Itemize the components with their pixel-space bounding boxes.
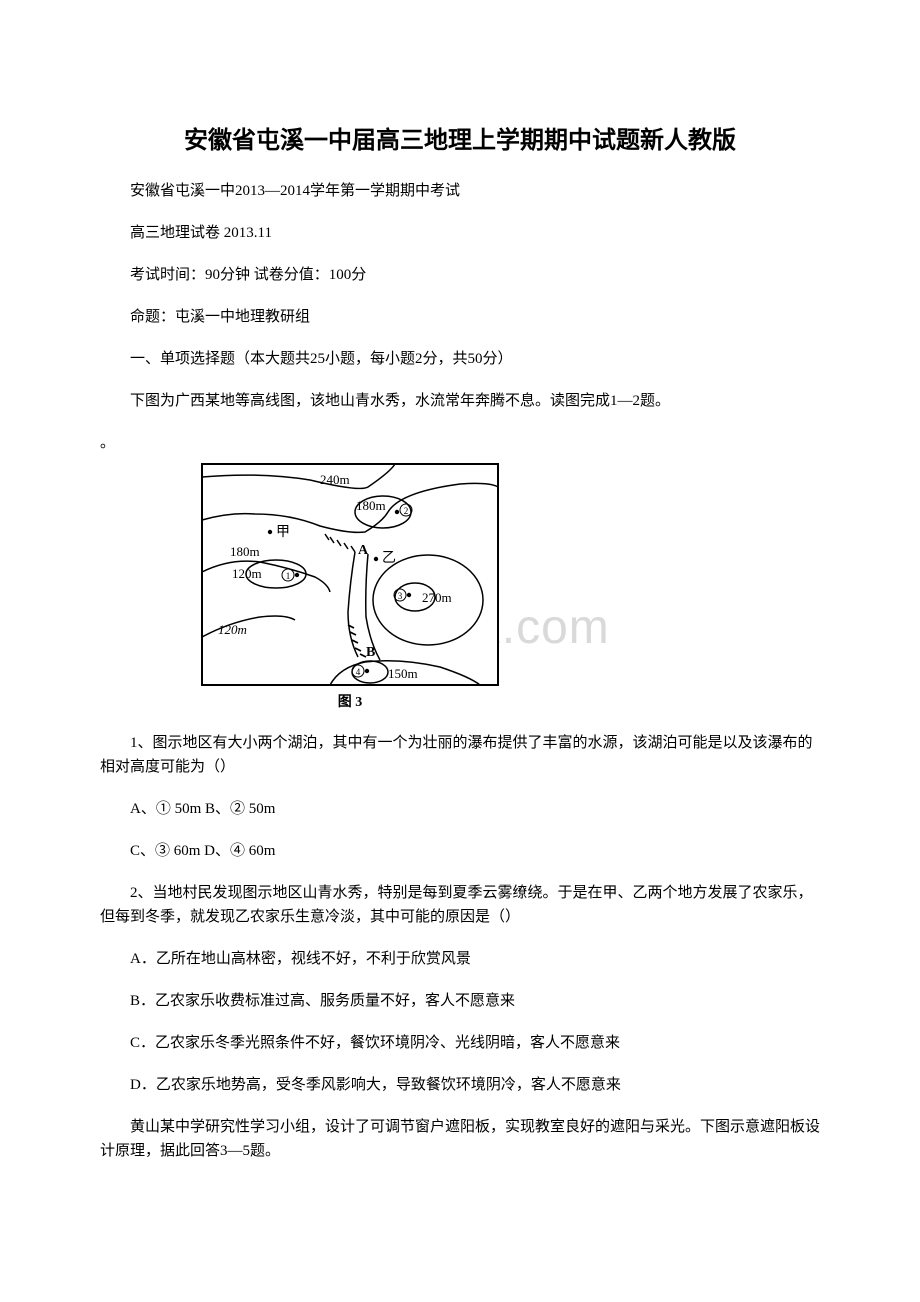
svg-text:4: 4 <box>356 667 361 677</box>
label-yi: 乙 <box>382 550 396 566</box>
q2-opt-d: D．乙农家乐地势高，受冬季风影响大，导致餐饮环境阴冷，客人不愿意来 <box>100 1073 820 1097</box>
contour-svg: 1 2 3 4 240m 180m 180m 120m 120m 270m 15… <box>200 462 500 687</box>
label-240m: 240m <box>320 472 350 487</box>
q1-stem: 1、图示地区有大小两个湖泊，其中有一个为壮丽的瀑布提供了丰富的水源，该湖泊可能是… <box>100 731 820 779</box>
time-line: 考试时间：90分钟 试卷分值：100分 <box>100 263 820 287</box>
svg-text:1: 1 <box>286 571 291 581</box>
content-wrapper: 安徽省屯溪一中届高三地理上学期期中试题新人教版 安徽省屯溪一中2013—2014… <box>100 120 820 1163</box>
passage1-period: 。 <box>100 431 820 452</box>
label-150m: 150m <box>388 666 418 681</box>
q2-opt-c: C．乙农家乐冬季光照条件不好，餐饮环境阴冷、光线阴暗，客人不愿意来 <box>100 1031 820 1055</box>
q1-opt-cd: C、③ 60m D、④ 60m <box>100 839 820 863</box>
label-180m-b: 180m <box>230 544 260 559</box>
paper-line: 高三地理试卷 2013.11 <box>100 221 820 245</box>
label-jia: 甲 <box>276 525 290 540</box>
figure-caption: 图 3 <box>200 691 500 711</box>
label-270m: 270m <box>422 590 452 605</box>
school-line: 安徽省屯溪一中2013—2014学年第一学期期中考试 <box>100 179 820 203</box>
passage1: 下图为广西某地等高线图，该地山青水秀，水流常年奔腾不息。读图完成1—2题。 <box>100 389 820 413</box>
label-180m-a: 180m <box>356 498 386 513</box>
contour-figure: 1 2 3 4 240m 180m 180m 120m 120m 270m 15… <box>200 462 820 711</box>
q1-opt-ab: A、① 50m B、② 50m <box>100 797 820 821</box>
section1-title: 一、单项选择题（本大题共25小题，每小题2分，共50分） <box>100 347 820 371</box>
author-line: 命题：屯溪一中地理教研组 <box>100 305 820 329</box>
label-A: A <box>358 543 369 558</box>
q2-stem: 2、当地村民发现图示地区山青水秀，特别是每到夏季云雾缭绕。于是在甲、乙两个地方发… <box>100 881 820 929</box>
page-title: 安徽省屯溪一中届高三地理上学期期中试题新人教版 <box>100 120 820 155</box>
passage2: 黄山某中学研究性学习小组，设计了可调节窗户遮阳板，实现教室良好的遮阳与采光。下图… <box>100 1115 820 1163</box>
label-120m-b: 120m <box>218 622 247 637</box>
label-B: B <box>366 645 375 660</box>
q2-opt-a: A．乙所在地山高林密，视线不好，不利于欣赏风景 <box>100 947 820 971</box>
svg-text:3: 3 <box>398 591 403 601</box>
label-120m-a: 120m <box>232 566 262 581</box>
q2-opt-b: B．乙农家乐收费标准过高、服务质量不好，客人不愿意来 <box>100 989 820 1013</box>
svg-text:2: 2 <box>404 506 409 516</box>
